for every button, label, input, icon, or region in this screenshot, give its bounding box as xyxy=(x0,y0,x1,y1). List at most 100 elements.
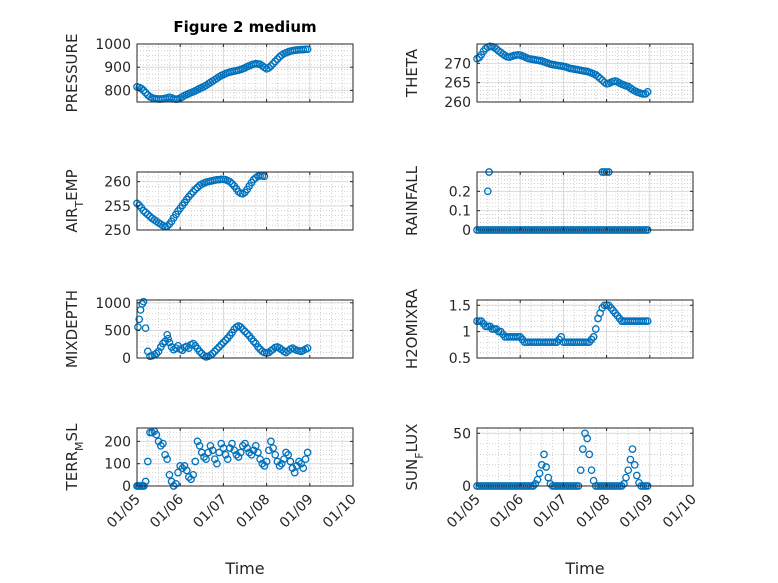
data-point xyxy=(234,453,243,461)
data-point xyxy=(583,434,592,443)
axis-frame xyxy=(136,299,354,359)
y-tick-label: 260 xyxy=(444,95,471,111)
y-tick-label: 0.1 xyxy=(449,204,471,220)
data-point xyxy=(213,345,221,354)
y-tick-label: 0 xyxy=(122,351,131,367)
data-point xyxy=(295,457,303,466)
x-tick-label: 01/07 xyxy=(530,492,570,532)
y-tick-label: 260 xyxy=(104,175,131,191)
data-point xyxy=(273,55,282,63)
panel-theta: 260 265 270 THETA xyxy=(403,42,694,111)
data-point xyxy=(226,177,234,186)
series-mixdepth xyxy=(134,297,312,361)
data-point xyxy=(256,172,264,180)
data-point xyxy=(289,0,295,3)
data-point xyxy=(300,0,306,3)
data-point xyxy=(596,74,604,83)
data-point xyxy=(299,464,308,473)
data-point xyxy=(236,448,245,457)
data-point xyxy=(228,439,236,448)
panel-sunflux: 0 50 SUNFLUX 01/05 01/06 01/07 01/08 01/09 01/10… xyxy=(403,424,700,578)
y-axis-label: H2OMIXRA xyxy=(403,288,421,369)
data-point xyxy=(483,187,492,196)
data-point xyxy=(223,455,232,464)
data-point xyxy=(226,444,234,452)
data-point xyxy=(274,0,280,3)
data-point xyxy=(163,330,172,339)
data-point xyxy=(641,90,650,98)
data-point xyxy=(143,457,152,466)
x-tick-label: 01/09 xyxy=(617,492,657,532)
data-point xyxy=(161,450,169,459)
plot-area xyxy=(477,300,693,358)
data-point xyxy=(488,325,496,333)
x-axis-label: Time xyxy=(224,559,264,578)
data-point xyxy=(221,450,230,459)
data-point xyxy=(542,463,550,471)
data-point xyxy=(195,441,204,450)
data-point xyxy=(141,324,150,333)
data-point xyxy=(141,477,150,486)
data-point xyxy=(294,0,300,3)
chart-title: Figure 2 medium xyxy=(173,18,316,36)
data-point xyxy=(303,45,312,54)
data-point xyxy=(267,437,275,446)
data-point xyxy=(164,334,172,343)
data-point xyxy=(535,469,544,478)
panel-mixdepth: 0 500 1000 MIXDEPTH xyxy=(63,290,354,368)
data-point xyxy=(228,179,236,188)
data-point xyxy=(210,347,219,356)
data-point xyxy=(249,446,258,455)
x-tick-label: 01/09 xyxy=(277,492,317,532)
data-point xyxy=(288,464,297,473)
y-tick-label: 1.5 xyxy=(449,298,471,314)
axis-frame xyxy=(136,427,354,487)
data-point xyxy=(258,459,267,468)
y-tick-label: 500 xyxy=(104,323,131,339)
y-tick-label: 800 xyxy=(104,83,131,99)
y-tick-label: 0 xyxy=(462,479,471,495)
x-tick-label: 01/07 xyxy=(190,492,230,532)
data-point xyxy=(600,301,609,310)
y-tick-label: 250 xyxy=(104,223,131,239)
y-axis-label: RAINFALL xyxy=(403,165,421,236)
data-point xyxy=(191,457,200,466)
data-point xyxy=(221,336,230,345)
data-point xyxy=(238,441,247,450)
data-point xyxy=(159,439,167,448)
data-point xyxy=(264,446,273,455)
data-point xyxy=(172,344,180,352)
data-point xyxy=(531,480,540,488)
y-axis-label: THETA xyxy=(403,48,421,98)
data-point xyxy=(277,459,286,468)
data-point xyxy=(269,444,277,452)
data-point xyxy=(182,466,191,475)
data-point xyxy=(208,446,217,455)
data-point xyxy=(189,470,198,479)
x-tick-label: 01/06 xyxy=(147,491,187,531)
x-tick-label: 01/05 xyxy=(444,492,484,532)
data-point xyxy=(303,448,312,457)
data-point xyxy=(241,439,249,448)
data-point xyxy=(548,338,557,347)
data-point xyxy=(297,459,306,468)
data-point xyxy=(302,0,308,3)
data-point xyxy=(206,441,215,450)
data-point xyxy=(245,448,254,457)
x-tick-label: 01/06 xyxy=(487,491,527,531)
data-point xyxy=(628,445,637,453)
y-tick-label: 900 xyxy=(104,60,131,76)
plot-area xyxy=(137,44,353,102)
data-point xyxy=(269,59,277,68)
data-point xyxy=(230,446,239,455)
data-point xyxy=(210,455,219,464)
data-point xyxy=(156,441,165,450)
data-point xyxy=(143,210,152,219)
data-point xyxy=(154,437,163,446)
data-point xyxy=(200,453,208,461)
data-point xyxy=(622,473,630,482)
data-point xyxy=(585,450,594,459)
data-point xyxy=(215,448,223,457)
data-point xyxy=(243,329,252,338)
data-point xyxy=(137,84,146,93)
